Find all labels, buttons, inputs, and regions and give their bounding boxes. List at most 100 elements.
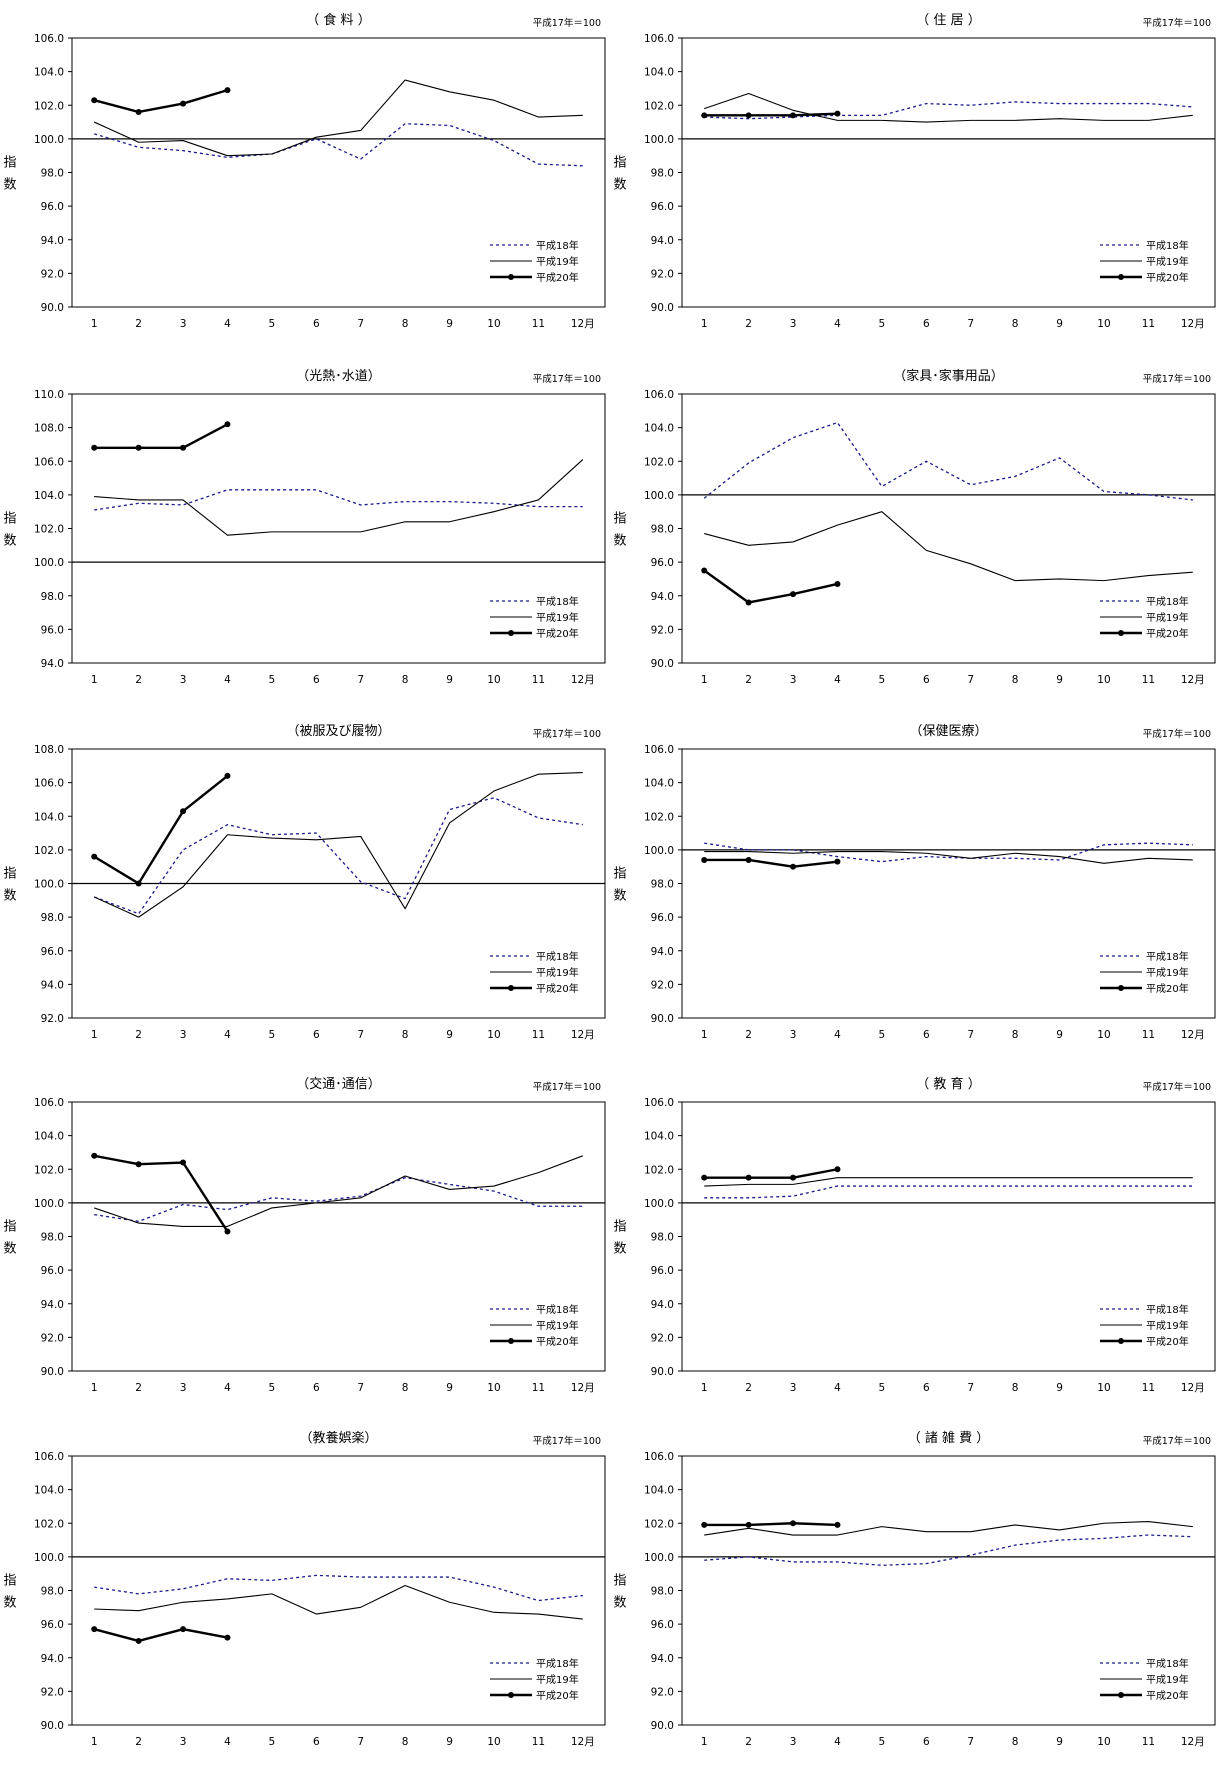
x-tick-label: 4: [224, 1029, 231, 1041]
x-tick-label: 12月: [1181, 1029, 1205, 1041]
y-tick-label: 102.0: [34, 1518, 64, 1530]
series-line-2: [704, 851, 1193, 864]
y-tick-label: 106.0: [644, 1097, 674, 1109]
data-point: [180, 444, 187, 451]
x-tick-label: 5: [879, 1029, 886, 1041]
y-tick-label: 104.0: [644, 1485, 674, 1497]
x-tick-label: 7: [967, 318, 974, 330]
legend-label: 平成19年: [1146, 1673, 1189, 1686]
x-tick-label: 6: [923, 1382, 930, 1394]
x-tick-label: 1: [91, 674, 98, 686]
legend-label: 平成19年: [1146, 611, 1189, 624]
y-tick-label: 96.0: [41, 1619, 64, 1631]
x-tick-label: 5: [269, 1382, 276, 1394]
x-tick-label: 4: [834, 318, 841, 330]
y-tick-label: 94.0: [651, 235, 674, 247]
data-point: [701, 567, 708, 574]
chart-panel: （光熱･水道） 平成17年＝100 94.0 96.0 98.0 100.0 102.0 10…: [0, 360, 610, 711]
y-axis-label: 数: [613, 534, 626, 549]
x-tick-label: 1: [701, 1736, 708, 1748]
base-note: 平成17年＝100: [1143, 1435, 1211, 1447]
x-tick-label: 2: [745, 1736, 752, 1748]
y-tick-label: 92.0: [651, 1686, 674, 1698]
chart-panel: （家具･家事用品） 平成17年＝100 90.0 92.0 94.0 96.0 98.0 10…: [610, 360, 1220, 711]
y-tick-label: 104.0: [34, 1131, 64, 1143]
x-tick-label: 4: [834, 1736, 841, 1748]
x-tick-label: 8: [1012, 1382, 1019, 1394]
legend-label: 平成19年: [536, 611, 579, 624]
x-tick-label: 5: [879, 1736, 886, 1748]
y-tick-label: 106.0: [34, 33, 64, 45]
x-tick-label: 5: [269, 318, 276, 330]
y-tick-label: 106.0: [644, 389, 674, 401]
y-tick-label: 92.0: [651, 624, 674, 636]
x-tick-label: 6: [313, 674, 320, 686]
chart-svg: （教養娯楽） 平成17年＝100 90.0 92.0 94.0 96.0 98.0 100.0…: [3, 1430, 606, 1748]
x-tick-label: 4: [224, 1382, 231, 1394]
y-tick-label: 104.0: [644, 67, 674, 79]
chart-title: （交通･通信）: [296, 1076, 381, 1092]
data-point: [790, 591, 797, 598]
data-point: [180, 100, 187, 107]
plot-frame: [71, 1101, 606, 1372]
plot-frame: [71, 393, 606, 664]
y-axis-label: 指: [3, 156, 16, 171]
x-tick-label: 2: [745, 1029, 752, 1041]
y-tick-label: 96.0: [41, 946, 64, 958]
chart-title: （光熱･水道）: [296, 369, 381, 384]
x-tick-label: 8: [1012, 1736, 1019, 1748]
legend-marker: [508, 1692, 514, 1698]
x-tick-label: 3: [790, 1029, 797, 1041]
y-axis-label: 数: [613, 1596, 626, 1611]
x-tick-label: 6: [923, 1736, 930, 1748]
y-tick-label: 90.0: [651, 658, 674, 670]
data-point: [180, 1159, 187, 1166]
y-tick-label: 108.0: [34, 744, 64, 756]
data-point: [745, 1521, 752, 1528]
x-tick-label: 7: [967, 1736, 974, 1748]
legend-label: 平成20年: [1146, 627, 1189, 640]
y-tick-label: 104.0: [34, 811, 64, 823]
base-note: 平成17年＝100: [533, 1081, 601, 1093]
x-tick-label: 5: [879, 318, 886, 330]
y-tick-label: 96.0: [651, 1265, 674, 1277]
data-point: [701, 1174, 708, 1181]
x-tick-label: 10: [1097, 1736, 1110, 1748]
y-tick-label: 110.0: [34, 389, 64, 401]
x-tick-label: 7: [967, 674, 974, 686]
base-note: 平成17年＝100: [1143, 1081, 1211, 1093]
series-line-3: [94, 423, 229, 450]
base-note: 平成17年＝100: [533, 1435, 601, 1447]
series-line-3: [704, 112, 838, 117]
y-tick-label: 106.0: [34, 778, 64, 790]
x-tick-label: 8: [1012, 674, 1019, 686]
data-point: [834, 580, 841, 587]
legend-label: 平成20年: [1146, 1689, 1189, 1702]
y-tick-label: 100.0: [34, 134, 64, 146]
y-tick-label: 102.0: [644, 456, 674, 468]
y-tick-label: 102.0: [644, 1164, 674, 1176]
y-tick-label: 96.0: [41, 201, 64, 213]
chart-panel: （教養娯楽） 平成17年＝100 90.0 92.0 94.0 96.0 98.0 100.0…: [0, 1422, 610, 1773]
x-tick-label: 11: [1142, 1029, 1155, 1041]
x-tick-label: 11: [1142, 674, 1155, 686]
x-tick-label: 3: [180, 674, 187, 686]
data-point: [91, 444, 98, 451]
x-tick-label: 5: [879, 674, 886, 686]
x-tick-label: 11: [532, 1029, 545, 1041]
y-tick-label: 104.0: [34, 1485, 64, 1497]
x-tick-label: 10: [487, 318, 500, 330]
y-tick-label: 106.0: [34, 456, 64, 468]
x-tick-label: 3: [180, 318, 187, 330]
chart-title: （ 食 料 ）: [306, 12, 370, 28]
y-tick-label: 94.0: [41, 658, 64, 670]
y-tick-label: 98.0: [651, 1586, 674, 1598]
series-line-1: [704, 1534, 1193, 1566]
y-tick-label: 106.0: [644, 1451, 674, 1463]
series-line-3: [93, 88, 228, 114]
x-tick-label: 2: [745, 674, 752, 686]
x-tick-label: 1: [91, 318, 98, 330]
y-tick-label: 102.0: [34, 845, 64, 857]
y-tick-label: 92.0: [41, 1013, 64, 1025]
